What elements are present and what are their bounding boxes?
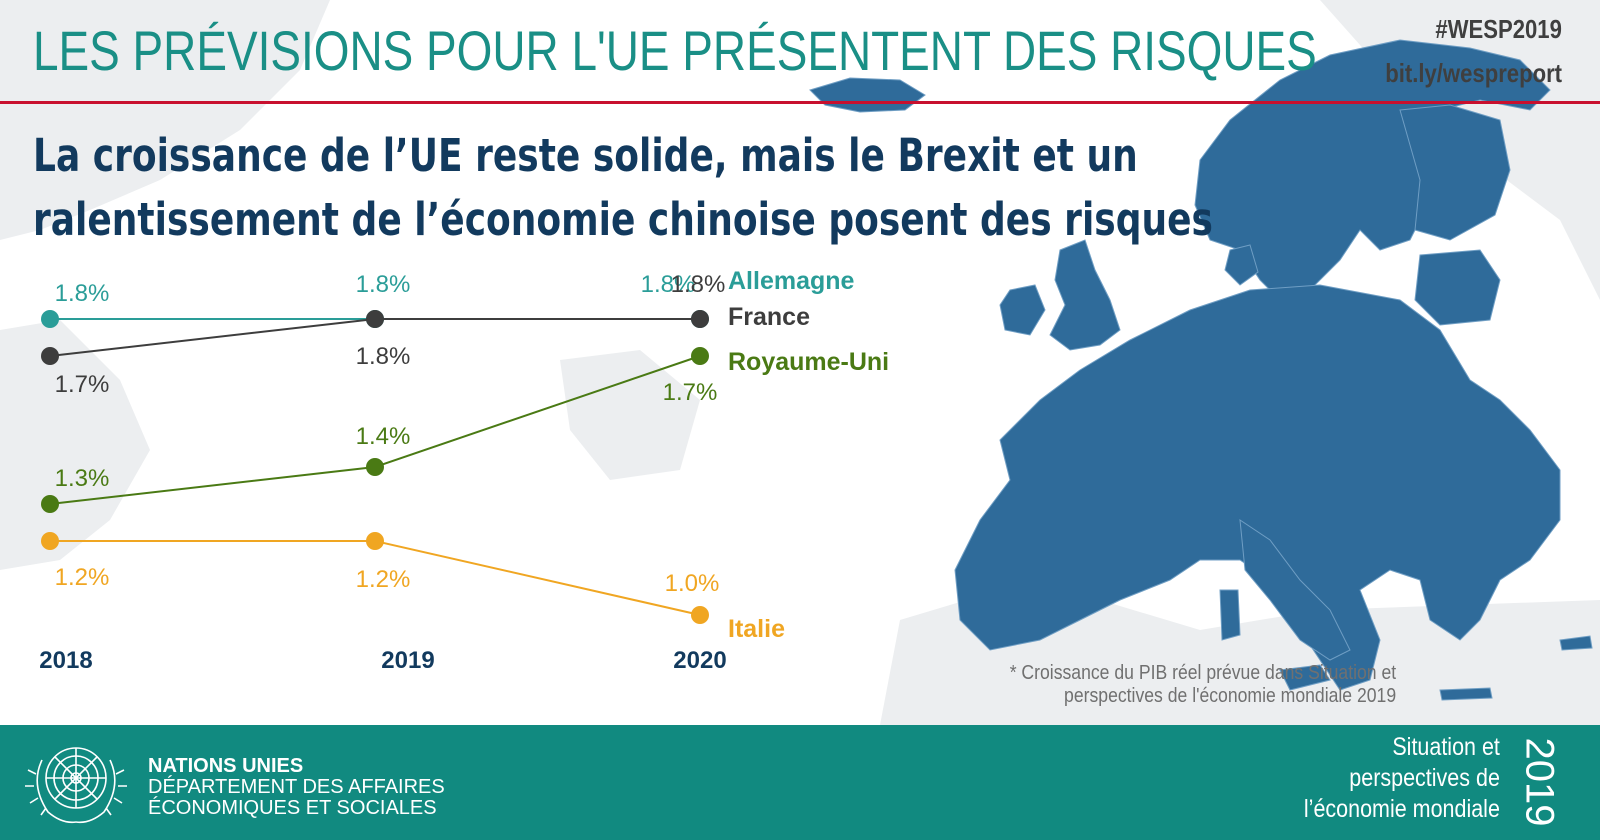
data-label-france-2020: 1.8% [671, 271, 726, 298]
data-point-france-2019 [366, 310, 384, 328]
data-label-italie-2018: 1.2% [55, 564, 110, 591]
footer-bar [0, 725, 1600, 840]
subtitle-line-2: ralentissement de l’économie chinoise po… [33, 193, 1213, 246]
data-point-royaume-uni-2018 [41, 495, 59, 513]
report-year-text: 2019 [1517, 738, 1561, 827]
data-point-italie-2018 [41, 532, 59, 550]
eu-countries [809, 39, 1593, 701]
report-year: 2019 [1517, 738, 1561, 827]
data-point-france-2018 [41, 347, 59, 365]
hashtag: #WESP2019 [1435, 14, 1562, 44]
series-name-france: France [728, 303, 810, 331]
dept-line-2: ÉCONOMIQUES ET SOCIALES [148, 797, 437, 819]
growth-line-chart: 1.8% 1.8% 1.8% Allemagne1.7%1.8%1.8%France1… [39, 267, 889, 674]
series-name-royaume-uni: Royaume-Uni [728, 348, 889, 376]
report-title-line-3: l’économie mondiale [1304, 795, 1500, 823]
report-link[interactable]: bit.ly/wespreport [1385, 58, 1562, 88]
data-label-royaume-uni-2018: 1.3% [55, 465, 110, 492]
chart-subtitle: La croissance de l’UE reste solide, mais… [33, 124, 1213, 252]
subtitle-line-1: La croissance de l’UE reste solide, mais… [33, 129, 1138, 182]
data-label-italie-2019: 1.2% [356, 566, 411, 593]
data-label-italie-2020: 1.0% [665, 570, 720, 597]
series-name-allemagne: Allemagne [728, 267, 855, 295]
x-tick-label-2020: 2020 [673, 647, 726, 674]
data-point-allemagne-2018 [41, 310, 59, 328]
footnote-line-2: perspectives de l'économie mondiale 2019 [1063, 685, 1396, 707]
data-label-france-2018: 1.7% [55, 371, 110, 398]
un-emblem-icon [25, 747, 127, 824]
page-title: LES PRÉVISIONS POUR L'UE PRÉSENTENT DES … [33, 19, 1317, 82]
footnote-line-1: * Croissance du PIB réel prévue dans Sit… [1009, 662, 1396, 684]
data-point-royaume-uni-2020 [691, 347, 709, 365]
report-title-line-2: perspectives de [1349, 764, 1500, 792]
data-point-italie-2020 [691, 606, 709, 624]
data-label-allemagne-2019: 1.8% [356, 271, 411, 298]
dept-line-1: DÉPARTEMENT DES AFFAIRES [148, 776, 445, 798]
data-label-allemagne-2020: 1.8% [641, 271, 696, 298]
data-point-royaume-uni-2019 [366, 458, 384, 476]
data-point-france-2020 [691, 310, 709, 328]
series-name-italie: Italie [728, 615, 785, 643]
europe-map [0, 0, 1600, 725]
data-label-royaume-uni-2019: 1.4% [356, 423, 411, 450]
data-label-royaume-uni-2020: 1.7% [663, 379, 718, 406]
report-title-line-1: Situation et [1392, 733, 1500, 761]
title-divider [0, 101, 1600, 104]
data-point-italie-2019 [366, 532, 384, 550]
x-tick-label-2019: 2019 [381, 647, 434, 674]
un-desa-label: NATIONS UNIES DÉPARTEMENT DES AFFAIRES É… [148, 756, 445, 819]
x-tick-label-2018: 2018 [39, 647, 92, 674]
footnote: * Croissance du PIB réel prévue dans Sit… [1010, 662, 1396, 708]
report-title: Situation et perspectives de l’économie … [1304, 732, 1500, 825]
data-label-france-2019: 1.8% [356, 343, 411, 370]
org-name: NATIONS UNIES [148, 755, 304, 777]
data-label-allemagne-2018: 1.8% [55, 280, 110, 307]
